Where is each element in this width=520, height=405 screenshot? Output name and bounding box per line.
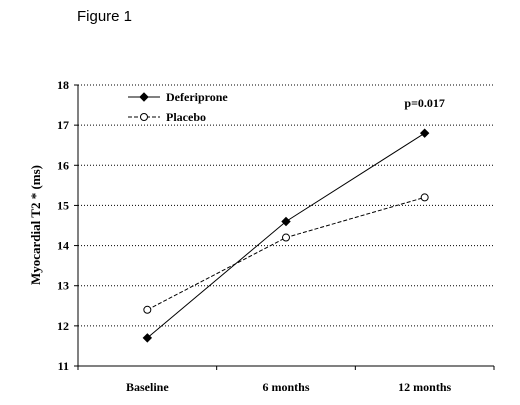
data-point-diamond bbox=[139, 92, 149, 102]
x-tick-labels: Baseline 6 months 12 months bbox=[126, 380, 452, 394]
legend-label: Placebo bbox=[166, 110, 206, 124]
y-tick-label: 15 bbox=[57, 198, 69, 212]
data-point-circle bbox=[143, 305, 152, 314]
figure-label: Figure 1 bbox=[77, 8, 133, 25]
gridlines bbox=[78, 84, 494, 327]
axes bbox=[74, 84, 495, 370]
series-lines bbox=[142, 128, 430, 343]
legend-label: Deferiprone bbox=[166, 90, 228, 104]
y-tick-label: 18 bbox=[57, 78, 69, 92]
y-tick-labels: 11 12 13 14 15 16 17 18 bbox=[57, 78, 69, 373]
y-axis-label: Myocardial T2 * (ms) bbox=[28, 165, 43, 285]
x-tick-label: 6 months bbox=[262, 380, 309, 394]
y-tick-label: 13 bbox=[57, 279, 69, 293]
data-point-diamond bbox=[419, 128, 430, 138]
series-line-placebo bbox=[147, 196, 425, 311]
y-tick-label: 17 bbox=[57, 118, 69, 132]
y-tick-label: 16 bbox=[57, 158, 69, 172]
legend: Deferiprone Placebo bbox=[128, 90, 228, 124]
p-value-annotation: p=0.017 bbox=[404, 96, 445, 110]
data-point-circle bbox=[420, 193, 429, 202]
x-tick-label: Baseline bbox=[126, 380, 169, 394]
data-point-diamond bbox=[281, 216, 291, 227]
y-tick-label: 12 bbox=[57, 319, 69, 333]
y-tick-label: 11 bbox=[58, 359, 69, 373]
x-tick-label: 12 months bbox=[398, 380, 451, 394]
data-point-diamond bbox=[142, 333, 153, 343]
y-tick-label: 14 bbox=[57, 239, 69, 253]
data-point-circle bbox=[282, 233, 290, 242]
data-point-circle bbox=[140, 113, 148, 121]
